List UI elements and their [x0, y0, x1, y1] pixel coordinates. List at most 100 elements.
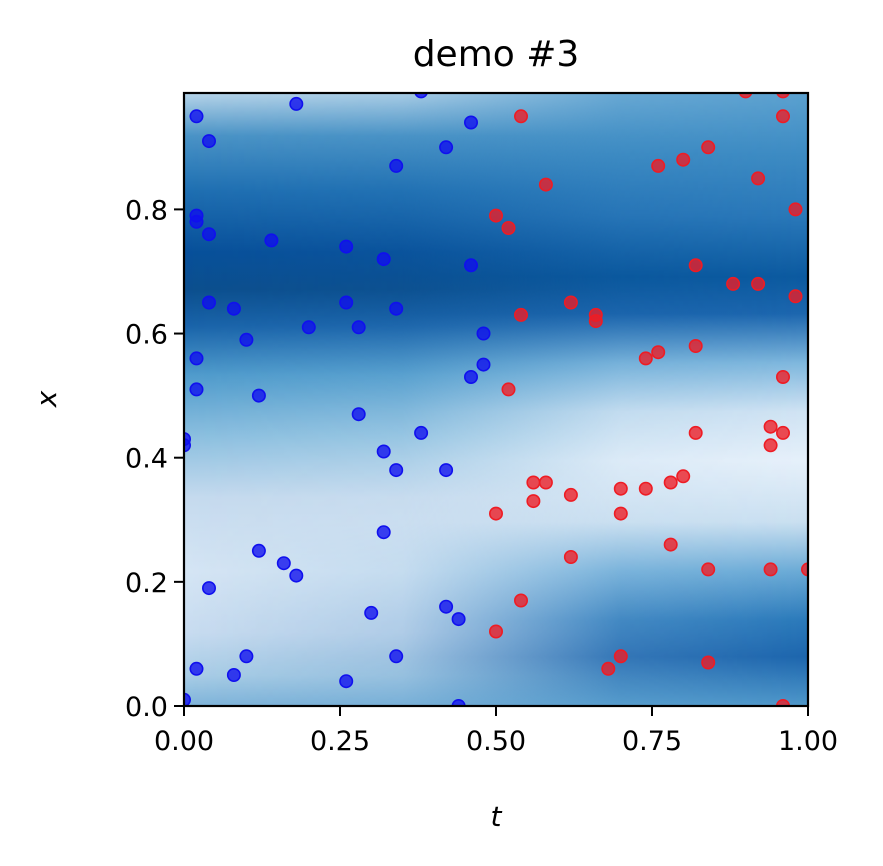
scatter-point-1-46 — [613, 649, 628, 664]
scatter-point-0-21 — [239, 332, 254, 347]
scatter-point-1-13 — [726, 276, 741, 291]
y-tick-label: 0.6 — [125, 320, 168, 351]
scatter-point-1-37 — [488, 506, 503, 521]
scatter-point-0-43 — [389, 649, 404, 664]
x-tick-label: 0.25 — [310, 726, 370, 757]
scatter-point-1-8 — [538, 177, 553, 192]
y-tick-label: 0.2 — [125, 568, 168, 599]
scatter-point-0-1 — [289, 96, 304, 111]
chart-title: demo #3 — [413, 34, 580, 75]
y-axis-label: x — [30, 390, 63, 408]
scatter-point-1-15 — [788, 289, 803, 304]
scatter-point-0-44 — [189, 661, 204, 676]
scatter-point-1-9 — [788, 202, 803, 217]
scatter-point-1-48 — [601, 661, 616, 676]
scatter-point-0-45 — [226, 667, 241, 682]
scatter-point-1-28 — [763, 438, 778, 453]
scatter-point-1-38 — [613, 506, 628, 521]
scatter-point-0-36 — [276, 556, 291, 571]
scatter-point-1-2 — [513, 109, 528, 124]
scatter-point-1-11 — [501, 221, 516, 236]
scatter-point-0-39 — [439, 599, 454, 614]
scatter-point-1-7 — [751, 171, 766, 186]
scatter-point-0-17 — [389, 301, 404, 316]
y-tick-label: 0.8 — [125, 195, 168, 226]
scatter-point-0-32 — [389, 463, 404, 478]
scatter-point-0-5 — [439, 140, 454, 155]
scatter-point-1-44 — [513, 593, 528, 608]
scatter-point-0-25 — [189, 382, 204, 397]
x-axis-label: t — [491, 800, 503, 833]
scatter-points — [184, 93, 808, 706]
scatter-point-1-34 — [638, 481, 653, 496]
scatter-point-1-5 — [676, 152, 691, 167]
scatter-point-1-21 — [651, 345, 666, 360]
scatter-point-0-8 — [189, 214, 204, 229]
scatter-point-0-22 — [189, 351, 204, 366]
scatter-point-0-27 — [351, 407, 366, 422]
scatter-point-1-27 — [775, 425, 790, 440]
scatter-point-1-19 — [588, 314, 603, 329]
scatter-point-1-36 — [526, 494, 541, 509]
scatter-point-0-46 — [339, 674, 354, 689]
scatter-point-1-45 — [488, 624, 503, 639]
scatter-point-1-26 — [688, 425, 703, 440]
x-tick-label: 0.50 — [466, 726, 526, 757]
scatter-point-1-20 — [688, 338, 703, 353]
scatter-point-0-6 — [389, 158, 404, 173]
y-axis: 0.0 0.2 0.4 0.6 0.8 — [125, 195, 184, 723]
scatter-point-0-0 — [189, 109, 204, 124]
scatter-point-0-34 — [376, 525, 391, 540]
scatter-point-0-3 — [463, 115, 478, 130]
scatter-point-1-41 — [701, 562, 716, 577]
scatter-point-0-19 — [351, 320, 366, 335]
scatter-point-0-41 — [451, 612, 466, 627]
scatter-point-0-26 — [251, 388, 266, 403]
y-tick-label: 0.0 — [125, 692, 168, 723]
scatter-point-1-25 — [763, 419, 778, 434]
x-axis: 0.00 0.25 0.50 0.75 1.00 — [154, 706, 838, 757]
scatter-point-0-37 — [289, 568, 304, 583]
scatter-point-0-20 — [476, 326, 491, 341]
x-tick-label: 1.00 — [778, 726, 838, 757]
scatter-point-1-4 — [701, 140, 716, 155]
scatter-point-0-23 — [476, 357, 491, 372]
y-tick-label: 0.4 — [125, 444, 168, 475]
scatter-point-1-1 — [776, 93, 790, 99]
scatter-point-1-17 — [513, 307, 528, 322]
scatter-point-1-30 — [526, 475, 541, 490]
scatter-point-1-32 — [663, 475, 678, 490]
scatter-point-1-12 — [688, 258, 703, 273]
scatter-point-1-29 — [676, 469, 691, 484]
scatter-point-1-0 — [738, 93, 753, 99]
scatter-point-1-10 — [488, 208, 503, 223]
scatter-point-1-3 — [775, 109, 790, 124]
scatter-point-0-2 — [414, 93, 428, 99]
scatter-point-0-10 — [264, 233, 279, 248]
scatter-point-1-31 — [538, 475, 553, 490]
scatter-point-1-14 — [751, 276, 766, 291]
scatter-point-1-42 — [763, 562, 778, 577]
heatmap-background — [184, 93, 808, 706]
scatter-point-1-6 — [651, 158, 666, 173]
scatter-point-0-40 — [364, 605, 379, 620]
scatter-point-1-47 — [701, 655, 716, 670]
scatter-point-0-11 — [339, 239, 354, 254]
scatter-point-0-9 — [202, 227, 217, 242]
scatter-point-0-35 — [251, 543, 266, 558]
scatter-point-1-22 — [638, 351, 653, 366]
scatter-point-0-28 — [414, 425, 429, 440]
scatter-point-0-24 — [463, 369, 478, 384]
scatter-point-0-16 — [339, 295, 354, 310]
scatter-point-1-16 — [563, 295, 578, 310]
scatter-point-1-33 — [613, 481, 628, 496]
scatter-point-1-24 — [501, 382, 516, 397]
scatter-point-0-33 — [439, 463, 454, 478]
scatter-point-1-23 — [775, 369, 790, 384]
x-tick-label: 0.75 — [622, 726, 682, 757]
scatter-point-0-14 — [202, 295, 217, 310]
x-tick-label: 0.00 — [154, 726, 214, 757]
scatter-point-1-40 — [563, 549, 578, 564]
scatter-point-0-31 — [376, 444, 391, 459]
